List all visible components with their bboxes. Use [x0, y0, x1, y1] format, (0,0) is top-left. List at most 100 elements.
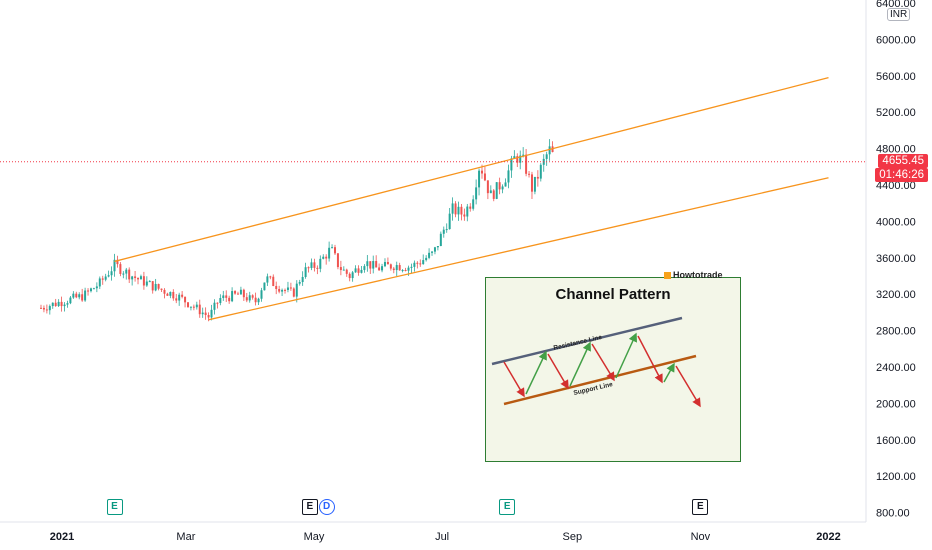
candle-body[interactable]	[345, 269, 348, 274]
candle-body[interactable]	[131, 276, 134, 280]
candle-body[interactable]	[298, 282, 301, 284]
candle-body[interactable]	[95, 286, 98, 289]
candle-body[interactable]	[469, 206, 472, 209]
candle-body[interactable]	[466, 206, 469, 217]
candle-body[interactable]	[442, 229, 445, 234]
candle-body[interactable]	[172, 291, 175, 299]
candle-body[interactable]	[448, 213, 451, 230]
candle-body[interactable]	[210, 309, 213, 318]
candle-body[interactable]	[201, 312, 204, 315]
candle-body[interactable]	[410, 266, 413, 268]
candle-body[interactable]	[263, 282, 266, 291]
candle-body[interactable]	[463, 214, 466, 217]
candle-body[interactable]	[139, 276, 142, 280]
candle-body[interactable]	[439, 233, 442, 247]
candle-body[interactable]	[231, 291, 234, 302]
candle-body[interactable]	[228, 297, 231, 302]
lower-channel-line[interactable]	[208, 177, 829, 321]
earnings-marker[interactable]: E	[692, 499, 709, 515]
candle-body[interactable]	[392, 268, 395, 271]
candle-body[interactable]	[522, 154, 525, 156]
candle-body[interactable]	[113, 259, 116, 272]
candle-body[interactable]	[89, 288, 92, 292]
candle-body[interactable]	[266, 276, 269, 283]
candle-body[interactable]	[116, 259, 119, 265]
candle-body[interactable]	[245, 297, 248, 301]
candle-body[interactable]	[501, 186, 504, 190]
candle-body[interactable]	[101, 278, 104, 280]
candle-body[interactable]	[548, 146, 551, 155]
upper-channel-line[interactable]	[114, 76, 829, 263]
candle-body[interactable]	[284, 289, 287, 291]
candle-body[interactable]	[339, 267, 342, 271]
candle-body[interactable]	[533, 176, 536, 192]
candle-body[interactable]	[539, 164, 542, 179]
candle-body[interactable]	[48, 306, 51, 311]
candle-body[interactable]	[278, 289, 281, 292]
candle-body[interactable]	[363, 266, 366, 270]
candle-body[interactable]	[378, 267, 381, 271]
candle-body[interactable]	[51, 302, 54, 307]
candle-body[interactable]	[248, 295, 251, 301]
candle-body[interactable]	[137, 278, 140, 280]
candle-body[interactable]	[213, 302, 216, 310]
candle-body[interactable]	[184, 296, 187, 303]
candle-body[interactable]	[454, 203, 457, 215]
candle-body[interactable]	[78, 294, 81, 298]
candle-body[interactable]	[475, 187, 478, 200]
candle-body[interactable]	[322, 256, 325, 259]
candle-body[interactable]	[81, 294, 84, 301]
candle-body[interactable]	[163, 289, 166, 294]
candle-body[interactable]	[192, 306, 195, 308]
candle-body[interactable]	[510, 158, 513, 171]
candle-body[interactable]	[198, 304, 201, 315]
candle-body[interactable]	[54, 302, 57, 307]
candle-body[interactable]	[286, 287, 289, 290]
candle-body[interactable]	[386, 261, 389, 265]
candle-body[interactable]	[151, 281, 154, 291]
candle-body[interactable]	[187, 302, 189, 307]
candle-body[interactable]	[154, 283, 157, 291]
candle-body[interactable]	[125, 269, 128, 274]
candle-body[interactable]	[301, 276, 304, 283]
candle-body[interactable]	[460, 206, 463, 215]
candle-body[interactable]	[57, 301, 60, 307]
candle-body[interactable]	[216, 302, 219, 304]
candle-body[interactable]	[42, 307, 45, 310]
candle-body[interactable]	[45, 309, 48, 311]
candle-body[interactable]	[489, 190, 492, 194]
candle-body[interactable]	[148, 281, 151, 283]
candle-body[interactable]	[60, 301, 63, 307]
candle-body[interactable]	[142, 276, 145, 286]
candle-body[interactable]	[316, 267, 319, 269]
candle-body[interactable]	[545, 154, 548, 159]
candle-body[interactable]	[145, 281, 148, 286]
candle-body[interactable]	[110, 271, 113, 276]
candle-body[interactable]	[369, 261, 372, 269]
candle-body[interactable]	[251, 295, 254, 298]
candle-body[interactable]	[451, 203, 454, 214]
candle-body[interactable]	[272, 276, 275, 286]
dividend-marker[interactable]: D	[318, 499, 335, 515]
candle-body[interactable]	[234, 291, 237, 294]
candle-body[interactable]	[319, 258, 322, 269]
candle-body[interactable]	[128, 269, 131, 280]
candle-body[interactable]	[281, 289, 284, 292]
candle-body[interactable]	[528, 173, 531, 175]
candle-body[interactable]	[498, 182, 501, 190]
candle-body[interactable]	[222, 295, 225, 299]
candle-body[interactable]	[492, 190, 495, 199]
candle-body[interactable]	[381, 266, 384, 271]
candle-body[interactable]	[530, 174, 533, 192]
candle-body[interactable]	[336, 253, 339, 268]
candle-body[interactable]	[181, 294, 184, 297]
candle-body[interactable]	[481, 170, 483, 174]
candle-body[interactable]	[513, 156, 516, 159]
candle-body[interactable]	[166, 293, 169, 296]
candle-body[interactable]	[310, 262, 313, 269]
candle-body[interactable]	[295, 283, 298, 297]
candle-body[interactable]	[525, 154, 528, 174]
candle-body[interactable]	[119, 264, 122, 274]
candle-body[interactable]	[63, 304, 66, 307]
candle-body[interactable]	[257, 298, 260, 303]
